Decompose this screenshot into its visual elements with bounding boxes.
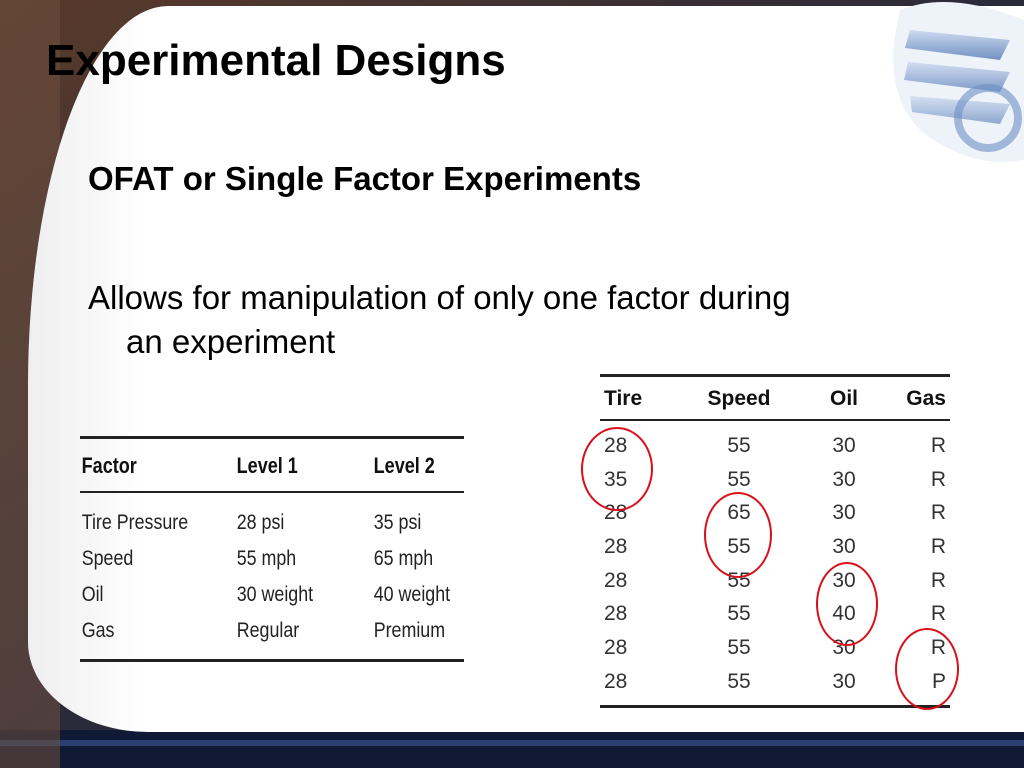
body-line-2: an experiment <box>126 323 336 360</box>
table-row: 28 55 30 R <box>600 420 950 463</box>
table-cell: 55 <box>674 664 804 708</box>
table-cell: Tire Pressure <box>81 511 189 534</box>
table-cell: 30 weight <box>236 583 313 606</box>
slide-title: Experimental Designs <box>46 36 506 85</box>
table-row: 28 65 30 R <box>600 496 950 530</box>
highlight-circle-tire <box>581 427 653 511</box>
table-cell: R <box>930 534 946 558</box>
table-cell: 55 <box>727 433 751 457</box>
table-cell: R <box>930 602 946 626</box>
table-cell: 28 <box>604 534 628 558</box>
table-cell: Gas <box>80 613 212 662</box>
table-cell: R <box>930 501 946 525</box>
table-cell: R <box>930 433 946 457</box>
table-cell: 55 <box>727 467 751 491</box>
table-cell: 28 <box>600 664 674 708</box>
table-cell: 55 <box>727 635 751 659</box>
table-cell: 28 <box>604 602 628 626</box>
table-cell: 30 <box>832 501 856 525</box>
table-row: Oil 30 weight 40 weight <box>80 577 464 613</box>
table-cell: 30 <box>804 664 884 708</box>
table-row: Speed 55 mph 65 mph <box>80 541 464 577</box>
table-header-row: Tire Speed Oil Gas <box>600 374 950 421</box>
table-cell: 40 weight <box>373 583 451 606</box>
table-cell: Regular <box>234 613 352 662</box>
table-row: 28 55 30 R <box>600 530 950 564</box>
table-cell: 65 mph <box>373 547 434 570</box>
column-header: Level 1 <box>234 436 348 493</box>
column-header: Tire <box>600 374 674 421</box>
table-cell: 30 <box>832 433 856 457</box>
table-cell: R <box>930 467 946 491</box>
table-cell: Premium <box>372 613 451 662</box>
table-cell: 30 <box>832 534 856 558</box>
table-cell: 55 mph <box>236 547 296 570</box>
table-cell: R <box>930 568 946 592</box>
corner-decoration-graphic <box>893 2 1024 162</box>
table-header-row: Factor Level 1 Level 2 <box>80 436 464 493</box>
table-cell: 28 psi <box>236 511 284 534</box>
table-cell: 28 <box>604 635 628 659</box>
table-row: 28 55 40 R <box>600 597 950 631</box>
slide-subtitle: OFAT or Single Factor Experiments <box>88 160 642 197</box>
table-cell: Oil <box>81 583 104 606</box>
table-cell: Speed <box>81 547 134 570</box>
table-cell: 35 psi <box>373 511 422 534</box>
column-header: Speed <box>674 374 804 421</box>
slide-body-text: Allows for manipulation of only one fact… <box>88 276 958 364</box>
factor-levels-table: Factor Level 1 Level 2 Tire Pressure 28 … <box>80 436 464 662</box>
highlight-circle-speed <box>704 492 772 578</box>
column-header: Gas <box>884 374 950 421</box>
highlight-circle-oil <box>816 562 878 646</box>
column-header: Level 2 <box>372 436 448 493</box>
table-row: Gas Regular Premium <box>80 613 464 662</box>
column-header: Factor <box>80 436 207 493</box>
table-row: 28 55 30 R <box>600 564 950 598</box>
table-cell: 28 <box>604 568 628 592</box>
table-row: Tire Pressure 28 psi 35 psi <box>80 492 464 541</box>
highlight-circle-gas <box>895 628 959 710</box>
table-cell: 55 <box>727 602 751 626</box>
column-header: Oil <box>804 374 884 421</box>
slide-content-panel <box>28 6 1024 732</box>
body-line-1: Allows for manipulation of only one fact… <box>88 279 791 316</box>
table-cell: 30 <box>832 467 856 491</box>
